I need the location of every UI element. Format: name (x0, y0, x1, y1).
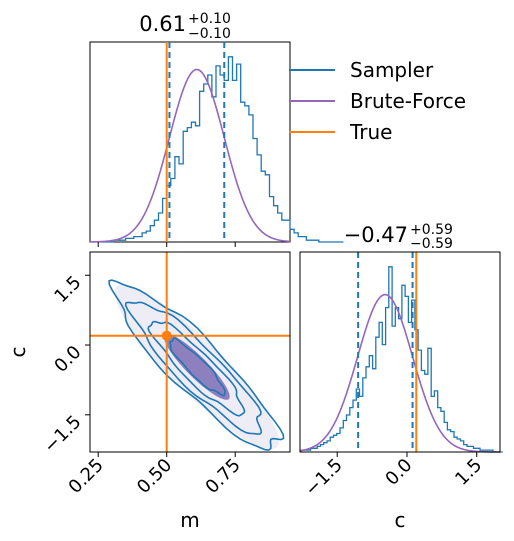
joint-panel: 0.25 0.50 0.75 −1.5 0.0 1.5 m c (6, 251, 291, 532)
joint-y-tick-label-1: 0.0 (50, 342, 85, 377)
sampler-histogram (101, 56, 344, 243)
joint-x-ticks: 0.25 0.50 0.75 (65, 452, 245, 498)
c-title-minus: −0.59 (410, 236, 453, 252)
legend: Sampler Brute-Force True (289, 58, 466, 144)
legend-label-brute-force: Brute-Force (350, 89, 466, 113)
m-panel-frame (89, 41, 291, 243)
sampler-contour-0 (169, 337, 226, 397)
c-title-plus: +0.59 (410, 222, 453, 238)
c-x-axis-label: c (395, 508, 406, 532)
m-marginal-panel: 0.61 +0.10 −0.10 (89, 11, 344, 247)
c-x-tick-label-2: 1.5 (451, 455, 486, 490)
joint-y-tick-label-0: −1.5 (40, 411, 86, 457)
c-title: −0.47 (344, 223, 408, 247)
joint-x-axis-label: m (180, 508, 199, 532)
joint-x-tick-label-2: 0.75 (202, 455, 245, 498)
joint-x-tick-label-0: 0.25 (65, 455, 108, 498)
sampler-contour-3 (108, 279, 285, 451)
c-x-tick-label-0: −1.5 (301, 455, 347, 501)
m-title: 0.61 (139, 12, 186, 36)
c-x-ticks: −1.5 0.0 1.5 (301, 452, 486, 500)
joint-plot-area (90, 252, 290, 452)
sampler-contour-2 (124, 301, 263, 435)
joint-panel-frame (89, 251, 291, 453)
sampler-contour-1 (147, 320, 246, 417)
joint-y-tick-label-2: 1.5 (50, 272, 85, 307)
brute-force-inner-contour (164, 334, 230, 400)
true-point-marker (161, 330, 172, 341)
sampler-histogram (300, 266, 503, 453)
brute-force-curve (299, 293, 500, 453)
m-title-plus: +0.10 (188, 11, 231, 27)
brute-force-curve (90, 68, 291, 243)
c-panel-plot-area (299, 252, 503, 453)
legend-label-sampler: Sampler (350, 58, 434, 82)
legend-label-true: True (349, 120, 392, 144)
joint-x-tick-label-1: 0.50 (133, 455, 176, 498)
c-marginal-panel: −1.5 0.0 1.5 c −0.47 +0.59 −0.59 (299, 222, 503, 532)
joint-y-axis-label: c (6, 347, 30, 358)
m-panel-plot-area (90, 42, 344, 247)
joint-y-ticks: −1.5 0.0 1.5 (40, 272, 90, 457)
m-title-minus: −0.10 (188, 26, 231, 42)
c-panel-frame (299, 251, 501, 453)
c-x-tick-label-1: 0.0 (381, 455, 416, 490)
